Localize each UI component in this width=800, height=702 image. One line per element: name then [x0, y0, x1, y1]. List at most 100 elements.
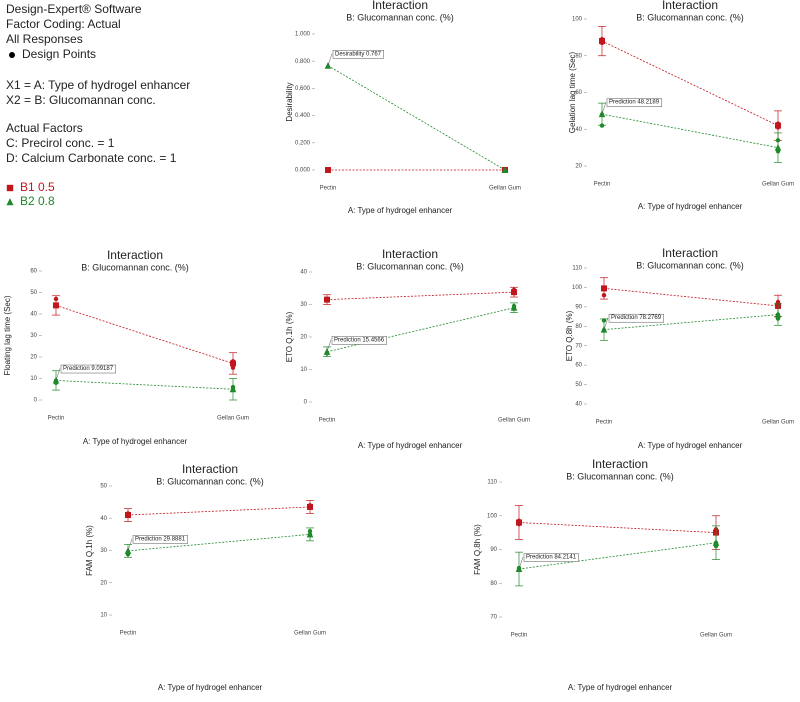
- design-point: [324, 297, 330, 302]
- annotation-label: Prediction 15.4566: [334, 337, 385, 343]
- design-point: [775, 138, 781, 143]
- chart-subtitle: B: Glucomannan conc. (%): [356, 261, 464, 271]
- x-tick-label: Pectin: [511, 633, 528, 639]
- actual-title: Actual Factors: [6, 121, 83, 135]
- design-point: [516, 521, 522, 527]
- y-tick-label: 50: [30, 290, 37, 296]
- chart-subtitle: B: Glucomannan conc. (%): [636, 12, 744, 22]
- chart-title: Interaction: [107, 248, 163, 262]
- y-tick-label: 100: [572, 17, 583, 23]
- design-point: [599, 37, 605, 42]
- annotation-label: Prediction 84.2141: [526, 555, 577, 561]
- y-axis-label: FAM Q.1h (%): [85, 525, 94, 576]
- x-tick-label: Gellan Gum: [217, 416, 249, 422]
- design-point: [713, 540, 719, 545]
- series-line: [601, 40, 779, 126]
- series-line: [326, 307, 515, 353]
- x-tick-label: Gellan Gum: [762, 420, 794, 426]
- x-axis-label: A: Type of hydrogel enhancer: [83, 437, 188, 446]
- series-line: [601, 113, 779, 149]
- chart-title: Interaction: [662, 246, 718, 260]
- y-tick-label: 60: [575, 90, 582, 96]
- x-tick-label: Pectin: [320, 186, 337, 192]
- series-line: [326, 291, 515, 301]
- y-tick-label: 100: [572, 285, 583, 291]
- design-point: [53, 296, 59, 302]
- y-tick-label: 110: [572, 266, 582, 272]
- y-tick-label: 0: [34, 398, 38, 404]
- design-point: [601, 327, 607, 333]
- y-tick-label: 0.400: [295, 113, 311, 119]
- chart-title: Interaction: [382, 247, 438, 261]
- design-point: [599, 40, 605, 46]
- design-point: [230, 365, 236, 370]
- design-point: [775, 299, 781, 305]
- series-line: [603, 314, 779, 331]
- design-point: [307, 528, 313, 534]
- x-axis-label: A: Type of hydrogel enhancer: [358, 441, 463, 450]
- design-point: [775, 316, 781, 321]
- y-tick-label: 1.000: [295, 32, 311, 38]
- y-tick-label: 70: [575, 343, 582, 349]
- annotation-box: [60, 364, 116, 374]
- y-tick-label: 40: [575, 127, 582, 133]
- design-point: [53, 303, 59, 308]
- design-points-label: Design Points: [22, 47, 96, 61]
- y-tick-label: 50: [575, 382, 582, 388]
- header-line: Factor Coding: Actual: [6, 17, 121, 31]
- design-point: [599, 112, 605, 117]
- series-line: [127, 506, 311, 516]
- annotation-label: Prediction 78.2769: [611, 315, 662, 321]
- design-point: [307, 504, 313, 510]
- design-point: [775, 149, 781, 154]
- y-tick-label: 80: [575, 53, 582, 59]
- y-tick-label: 0: [304, 400, 308, 406]
- chart-subtitle: B: Glucomannan conc. (%): [566, 471, 674, 481]
- chart-subtitle: B: Glucomannan conc. (%): [156, 476, 264, 486]
- annotation-leader: [326, 339, 332, 352]
- annotation-box: [606, 98, 662, 107]
- y-tick-label: 30: [100, 548, 107, 554]
- legend-label: B1 0.5: [20, 180, 55, 194]
- header-line: All Responses: [6, 32, 83, 46]
- y-tick-label: 80: [575, 324, 582, 330]
- design-point: [230, 359, 236, 364]
- y-tick-label: 0.200: [295, 140, 311, 146]
- series-line: [518, 522, 717, 534]
- series-line: [55, 380, 234, 390]
- design-point: [775, 125, 781, 130]
- annotation-box: [608, 313, 664, 323]
- header-line: Design-Expert® Software: [6, 2, 142, 16]
- y-tick-label: 0.600: [295, 86, 311, 92]
- legend-label: B2 0.8: [20, 194, 55, 208]
- series-line: [127, 533, 311, 552]
- factor: X1 = A: Type of hydrogel enhancer: [6, 78, 190, 92]
- y-tick-label: 70: [490, 615, 497, 621]
- annotation-leader: [603, 317, 609, 330]
- x-tick-label: Pectin: [596, 420, 613, 426]
- y-tick-label: 90: [575, 304, 582, 310]
- chart-title: Interaction: [182, 462, 238, 476]
- design-point: [125, 512, 131, 518]
- design-point-icon: [9, 52, 15, 58]
- y-tick-label: 20: [575, 164, 582, 170]
- design-point: [601, 286, 607, 291]
- y-tick-label: 50: [100, 484, 107, 490]
- design-point: [324, 351, 330, 356]
- y-axis-label: Floating lag time (Sec): [3, 295, 12, 375]
- y-tick-label: 60: [575, 363, 582, 369]
- chart-title: Interaction: [662, 0, 718, 12]
- design-point: [53, 380, 59, 385]
- annotation-box: [331, 336, 387, 345]
- y-axis-label: FAM Q.8h (%): [473, 524, 482, 575]
- chart-title: Interaction: [372, 0, 428, 12]
- design-point: [307, 532, 313, 537]
- factor: X2 = B: Glucomannan conc.: [6, 93, 156, 107]
- x-tick-label: Gellan Gum: [700, 633, 732, 639]
- design-point: [713, 543, 719, 549]
